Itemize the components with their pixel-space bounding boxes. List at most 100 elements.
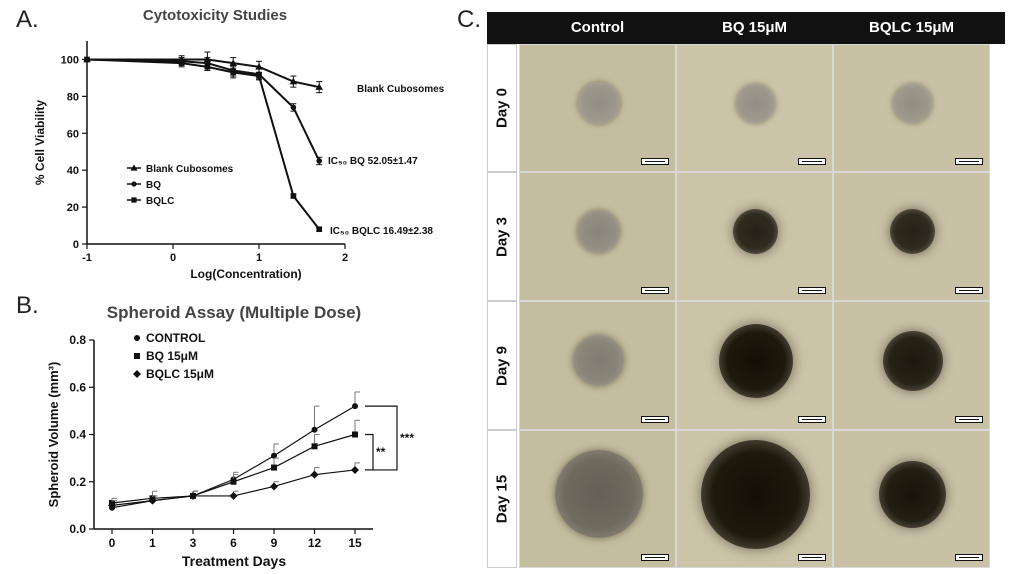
scale-bar — [641, 287, 669, 294]
chart-a-series-line — [86, 58, 320, 230]
chart-a-point — [84, 56, 90, 63]
chart-a-point — [255, 63, 263, 70]
chart-a-legend-marker — [131, 181, 137, 187]
chart-a-legend-marker — [131, 197, 137, 203]
chart-b-x-tick-label: 6 — [230, 536, 237, 550]
chart-a-y-tick-label: 80 — [67, 91, 79, 103]
chart-b-legend-marker — [134, 353, 140, 359]
micrograph-cell — [676, 44, 833, 172]
scale-bar — [955, 416, 983, 423]
chart-a-x-tick-label: 1 — [256, 252, 262, 264]
chart-b-title: Spheroid Assay (Multiple Dose) — [107, 303, 361, 322]
micrograph-cell — [676, 430, 833, 568]
spheroid — [701, 440, 810, 549]
chart-a-legend-label: Blank Cubosomes — [146, 164, 234, 175]
chart-a-point — [316, 226, 322, 233]
chart-b-significance-label: ** — [376, 445, 386, 459]
column-header-bqlc: BQLC 15μM — [868, 19, 955, 36]
chart-b-significance-label: *** — [400, 431, 414, 445]
chart-a-point — [230, 69, 236, 76]
scale-bar — [641, 416, 669, 423]
chart-b-x-tick-label: 15 — [348, 536, 362, 550]
column-header-bq: BQ 15μM — [721, 19, 788, 36]
chart-a-x-tick-label: 0 — [170, 252, 176, 264]
chart-b-point — [108, 501, 116, 510]
scale-bar — [798, 416, 826, 423]
chart-b-legend-marker — [133, 370, 141, 378]
chart-a-end-label: IC₅₀ BQ 52.05±1.47 — [328, 156, 418, 167]
chart-b-x-tick-label: 9 — [271, 536, 278, 550]
chart-a-y-tick-label: 0 — [73, 239, 79, 251]
spheroid — [719, 324, 793, 398]
chart-b-significance-bracket — [365, 405, 398, 471]
chart-b-legend-label: CONTROL — [146, 331, 205, 345]
micrograph-grid: Control BQ 15μM BQLC 15μM Day 0 Day 3 Da… — [487, 12, 1005, 568]
chart-a-x-tick-label: 2 — [342, 252, 348, 264]
chart-a-end-label: Blank Cubosomes — [357, 84, 445, 95]
spheroid — [883, 331, 943, 391]
chart-b-point — [311, 443, 318, 450]
micrograph-cell — [833, 301, 990, 430]
chart-a-x-label: Log(Concentration) — [190, 267, 301, 281]
spheroid — [578, 82, 620, 124]
scale-bar — [955, 158, 983, 165]
panel-label-a: A. — [16, 6, 39, 33]
row-label-day-9: Day 9 — [487, 301, 517, 430]
spheroid — [893, 84, 932, 123]
chart-b-y-tick-label: 0.2 — [69, 475, 86, 489]
panel-label-c: C. — [457, 6, 481, 33]
micrograph-cell — [833, 172, 990, 301]
chart-a-y-tick-label: 100 — [61, 54, 79, 66]
micrograph-cell — [676, 301, 833, 430]
scale-bar — [641, 554, 669, 561]
micrograph-cell — [519, 44, 676, 172]
chart-a-legend-label: BQ — [146, 180, 161, 191]
chart-b-x-tick-label: 0 — [109, 536, 116, 550]
chart-b-x-tick-label: 12 — [308, 536, 322, 550]
chart-b-point — [230, 478, 237, 485]
chart-a-point — [316, 158, 323, 164]
spheroid — [573, 335, 624, 386]
micrograph-cell — [833, 430, 990, 568]
scale-bar — [955, 287, 983, 294]
chart-a-point — [229, 59, 237, 66]
chart-b-x-tick-label: 3 — [190, 536, 197, 550]
scale-bar — [798, 158, 826, 165]
chart-b-legend-label: BQLC 15μM — [146, 367, 214, 381]
chart-a-point — [290, 193, 297, 199]
chart-a-y-tick-label: 20 — [67, 202, 79, 214]
scale-bar — [955, 554, 983, 561]
chart-b-y-tick-label: 0.8 — [69, 333, 86, 347]
chart-b-legend-marker — [134, 335, 140, 341]
scale-bar — [798, 287, 826, 294]
micrograph-cell — [519, 172, 676, 301]
spheroid — [890, 209, 935, 254]
chart-b-point — [229, 491, 238, 500]
chart-a-point — [256, 73, 262, 79]
scale-bar — [798, 554, 826, 561]
chart-b-point — [271, 464, 277, 471]
micrograph-cell — [519, 430, 676, 568]
column-header-control: Control — [570, 19, 625, 36]
spheroid — [577, 210, 620, 253]
grid-header — [487, 12, 1005, 44]
chart-a-end-label: IC₅₀ BQLC 16.49±2.38 — [330, 226, 433, 237]
scale-bar — [641, 158, 669, 165]
chart-a-point — [289, 77, 298, 85]
spheroid — [555, 450, 643, 538]
chart-b-point — [311, 426, 318, 433]
chart-b-point — [270, 482, 278, 491]
row-label-day-15: Day 15 — [487, 430, 517, 568]
spheroid — [733, 209, 778, 254]
chart-b-point — [310, 470, 319, 479]
chart-a-legend-label: BQLC — [146, 196, 174, 207]
chart-b-y-tick-label: 0.4 — [69, 428, 86, 442]
chart-b-point — [148, 496, 157, 505]
row-label-day-0: Day 0 — [487, 44, 517, 172]
panel-label-b: B. — [16, 292, 39, 319]
chart-b-y-tick-label: 0.0 — [69, 522, 86, 536]
spheroid-assay-chart: Spheroid Assay (Multiple Dose) 0.0 0.2 0.4 0… — [46, 303, 414, 569]
chart-b-significance-bracket — [365, 433, 374, 471]
chart-a-point — [178, 60, 185, 66]
